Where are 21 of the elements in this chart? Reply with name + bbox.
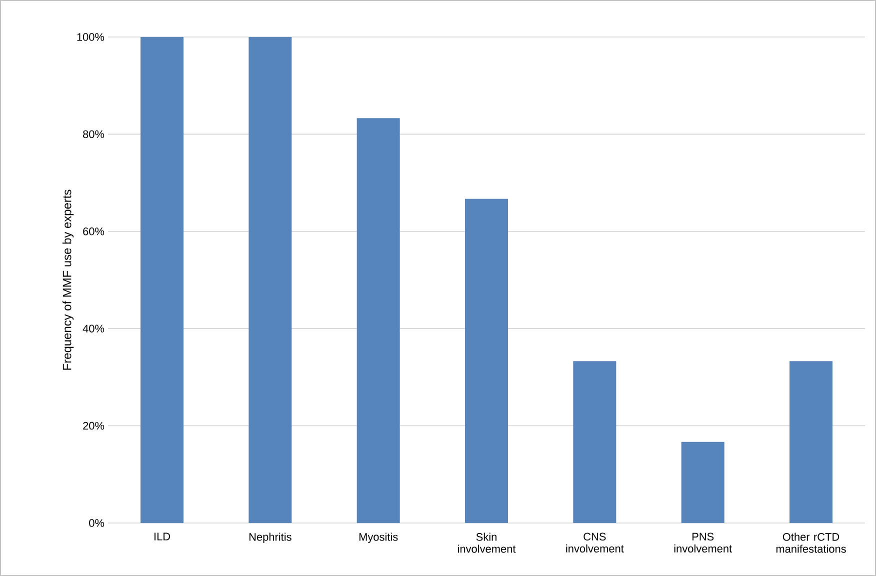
y-tick-label: 0%	[89, 519, 104, 527]
x-tick-label: Skin involvement	[458, 532, 516, 553]
bar	[790, 361, 833, 523]
y-axis-title: Frequency of MMF use by experts	[62, 190, 74, 370]
y-tick-label: 20%	[83, 422, 104, 430]
bar	[356, 118, 400, 523]
y-tick-label: 80%	[83, 130, 104, 138]
bar	[248, 36, 292, 523]
x-tick-label: ILD	[154, 532, 170, 540]
bar	[681, 442, 724, 523]
bar	[140, 36, 184, 523]
x-tick-label: Nephritis	[249, 532, 292, 543]
y-tick-label: 40%	[82, 324, 104, 332]
x-tick-label: PNS involvement	[674, 532, 732, 552]
bar	[465, 198, 508, 523]
x-tick-label: Other rCTD manifestations	[776, 532, 846, 553]
x-tick-label: CNS involvement	[566, 532, 624, 552]
bar	[573, 361, 616, 523]
x-tick-label: Myositis	[359, 532, 398, 543]
y-tick-label: 100%	[77, 33, 104, 41]
y-tick-label: 60%	[83, 228, 104, 236]
